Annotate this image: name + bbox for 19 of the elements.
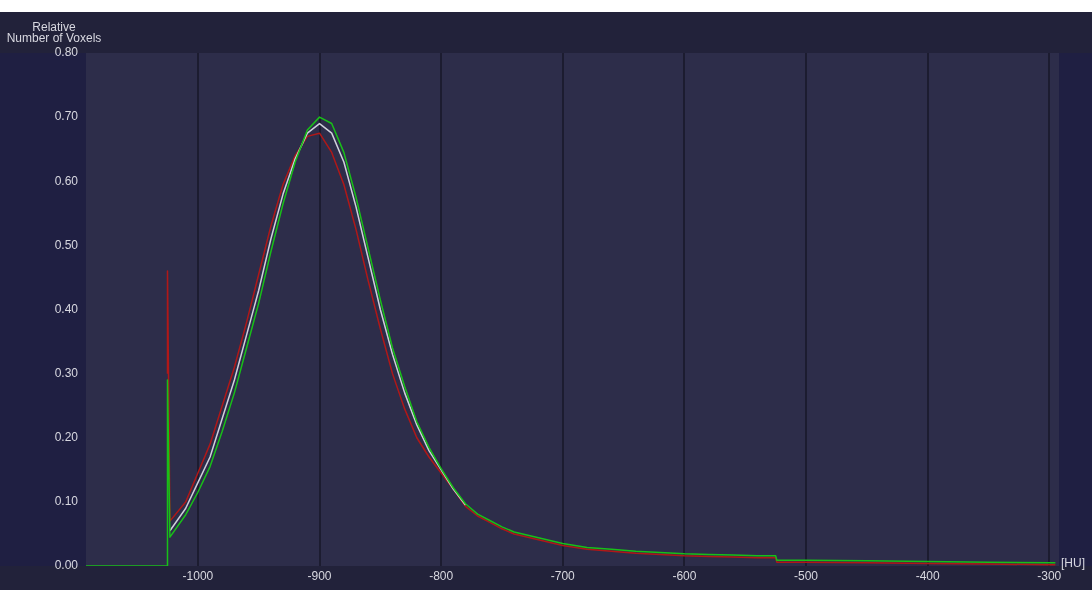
x-tick-label: -900 bbox=[307, 568, 332, 583]
y-tick-label: 0.80 bbox=[54, 45, 79, 60]
y-axis-title: Relative Number of Voxels bbox=[6, 20, 102, 46]
y-tick-label: 0.50 bbox=[54, 237, 79, 252]
x-tick-label: -600 bbox=[672, 568, 697, 583]
y-tick-label: 0.70 bbox=[54, 109, 79, 124]
x-tick-label: -300 bbox=[1037, 568, 1062, 583]
y-tick-label: 0.00 bbox=[54, 558, 79, 573]
x-tick-label: -800 bbox=[429, 568, 454, 583]
x-tick-label: -700 bbox=[550, 568, 576, 583]
y-tick-label: 0.20 bbox=[54, 430, 79, 445]
x-tick-label: -400 bbox=[915, 568, 940, 583]
y-tick-label: 0.10 bbox=[54, 494, 79, 509]
x-axis-title: [HU] bbox=[1061, 556, 1085, 571]
y-tick-label: 0.60 bbox=[54, 173, 79, 188]
y-tick-label: 0.30 bbox=[54, 365, 79, 380]
y-tick-label: 0.40 bbox=[54, 301, 79, 316]
x-tick-label: -500 bbox=[794, 568, 819, 583]
x-tick-label: -1000 bbox=[182, 568, 214, 583]
